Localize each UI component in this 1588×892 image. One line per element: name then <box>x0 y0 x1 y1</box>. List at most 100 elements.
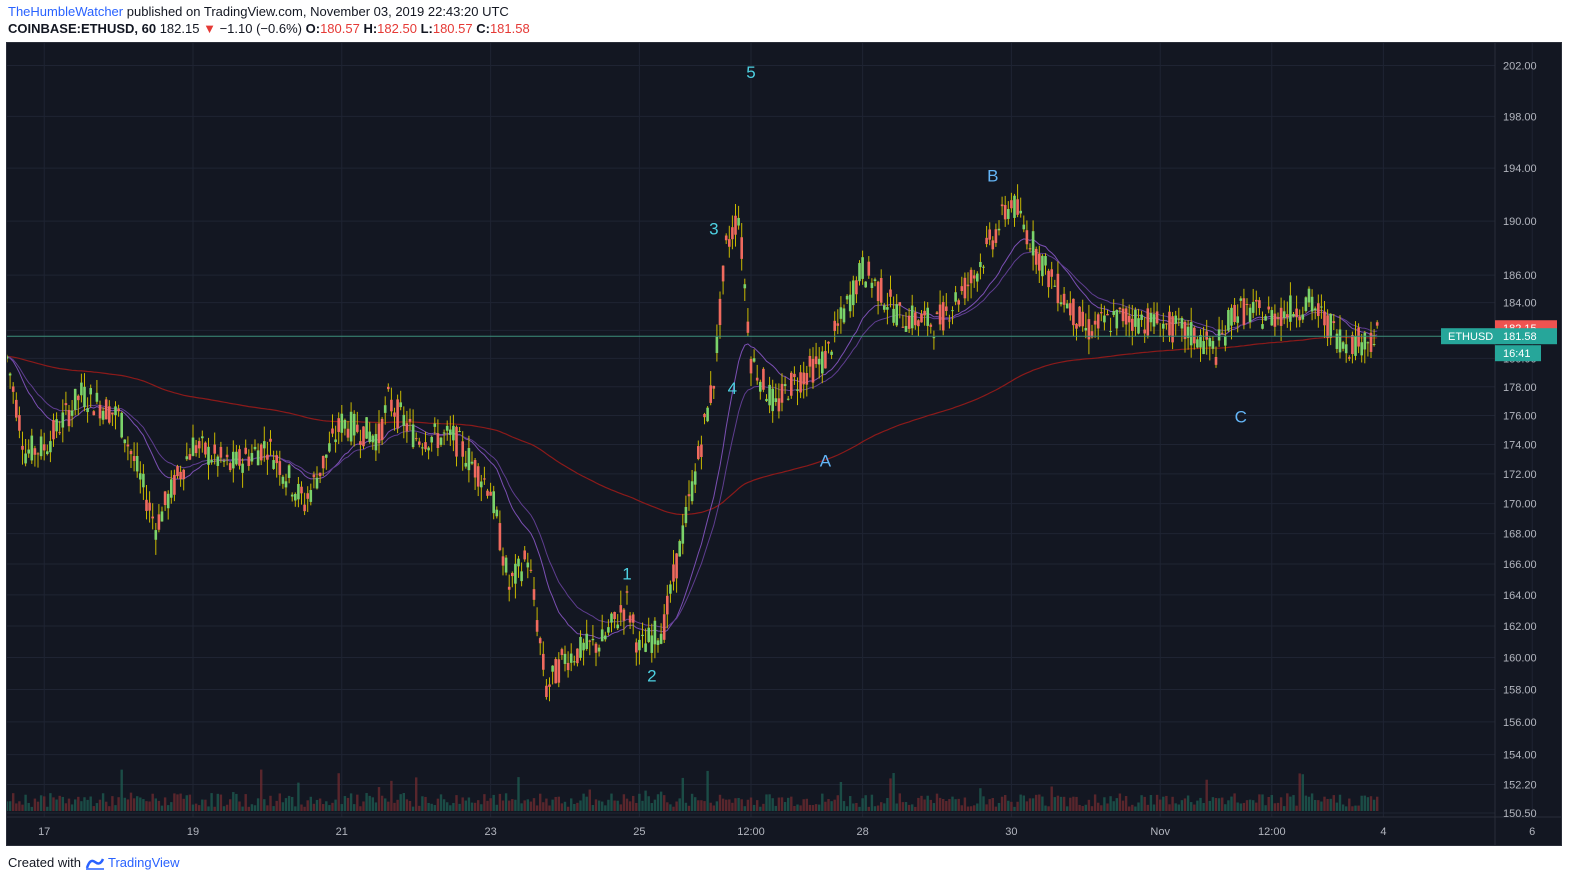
candle-body <box>914 312 917 326</box>
candle-body <box>452 425 455 441</box>
candle-body <box>1258 300 1261 309</box>
low-value: 180.57 <box>432 21 473 36</box>
volume-bar <box>659 791 663 811</box>
candle-body <box>879 278 883 303</box>
volume-bar <box>1174 803 1177 811</box>
volume-bar <box>582 793 585 811</box>
volume-bar <box>597 800 601 811</box>
candle-body <box>1016 199 1019 215</box>
candle-body <box>1171 316 1174 343</box>
volume-bar <box>780 797 784 811</box>
volume-bar <box>1075 796 1078 811</box>
volume-bar <box>1310 793 1314 811</box>
candle-body <box>151 516 154 519</box>
volume-bar <box>1258 794 1261 811</box>
candle-body <box>1273 313 1277 327</box>
volume-bar <box>256 798 260 811</box>
x-tick-label: Nov <box>1150 826 1170 838</box>
volume-bar <box>991 798 994 811</box>
volume-bar <box>489 798 492 811</box>
candle-body <box>542 653 545 670</box>
open-value: 180.57 <box>320 21 360 36</box>
chart-area[interactable]: 1 2 3 4 5 A B C 202.00 198.00 194.00 190.00 186.00 18… <box>6 42 1562 846</box>
volume-bar <box>1106 803 1109 811</box>
candle-body <box>1193 327 1196 344</box>
volume-bar <box>969 806 973 811</box>
candle-body <box>362 426 365 447</box>
candle-body <box>253 446 257 450</box>
candle-body <box>470 461 474 464</box>
candle-body <box>455 426 458 457</box>
volume-bar <box>1227 800 1230 811</box>
volume-bar <box>452 802 455 811</box>
candle-body <box>728 239 731 247</box>
candle-body <box>250 452 254 462</box>
volume-bar <box>1376 796 1379 811</box>
candle-body <box>315 477 319 489</box>
candle-body <box>176 466 179 477</box>
x-tick-label: 17 <box>38 826 50 838</box>
volume-bar <box>402 793 405 811</box>
candle-body <box>678 541 681 557</box>
candle-body <box>297 483 300 500</box>
volume-bar <box>346 797 350 811</box>
candle-body <box>994 229 998 243</box>
volume-bar <box>1205 779 1208 811</box>
volume-bar <box>219 794 223 811</box>
volume-bar <box>966 806 970 811</box>
candle-body <box>160 511 164 522</box>
volume-bar <box>1236 802 1239 811</box>
candle-body <box>833 320 836 331</box>
candle-body <box>1289 295 1292 322</box>
volume-bar <box>157 800 161 811</box>
volume-bar <box>994 806 998 811</box>
volume-bar <box>461 797 464 811</box>
price-chart[interactable]: 12345ABC202.00198.00194.00190.00186.0018… <box>7 43 1561 845</box>
candle-body <box>821 351 824 374</box>
candle-body <box>755 377 759 381</box>
candle-body <box>328 443 331 452</box>
volume-bar <box>576 802 579 811</box>
volume-bar <box>1341 804 1345 811</box>
volume-bar <box>1298 773 1301 811</box>
candle-body <box>752 358 756 362</box>
volume-bar <box>216 793 219 811</box>
volume-bar <box>790 796 793 811</box>
candle-body <box>1019 210 1022 214</box>
candle-body <box>582 642 585 651</box>
candle-body <box>836 323 840 326</box>
candle-body <box>1003 205 1007 220</box>
candle-body <box>64 403 68 406</box>
high-value: 182.50 <box>377 21 417 36</box>
volume-bar <box>1276 802 1280 811</box>
volume-bar <box>814 804 818 811</box>
candle-body <box>656 640 660 645</box>
candle-body <box>951 310 954 312</box>
volume-bar <box>371 797 374 811</box>
volume-bar <box>399 794 402 811</box>
volume-bar <box>1010 801 1013 811</box>
candle-body <box>368 431 371 442</box>
volume-bar <box>148 801 151 811</box>
candle-body <box>101 410 105 420</box>
candle-body <box>963 277 967 299</box>
volume-bar <box>61 796 64 811</box>
volume-bar <box>163 797 167 811</box>
y-tick-label: 150.50 <box>1503 808 1537 820</box>
candle-body <box>1078 306 1081 327</box>
candle-body <box>228 463 232 471</box>
volume-bar <box>46 806 49 811</box>
volume-bar <box>492 794 495 811</box>
volume-bar <box>1245 800 1249 811</box>
candle-body <box>507 586 511 590</box>
tradingview-link[interactable]: TradingView <box>85 855 180 870</box>
volume-bar <box>318 798 322 811</box>
tradingview-brand: TradingView <box>107 855 180 870</box>
volume-bar <box>204 799 207 811</box>
candle-body <box>724 235 728 241</box>
candle-body <box>191 437 195 456</box>
volume-bar <box>771 798 774 811</box>
author-link[interactable]: TheHumbleWatcher <box>8 4 124 19</box>
volume-bar <box>501 800 505 811</box>
volume-bar <box>312 803 316 811</box>
